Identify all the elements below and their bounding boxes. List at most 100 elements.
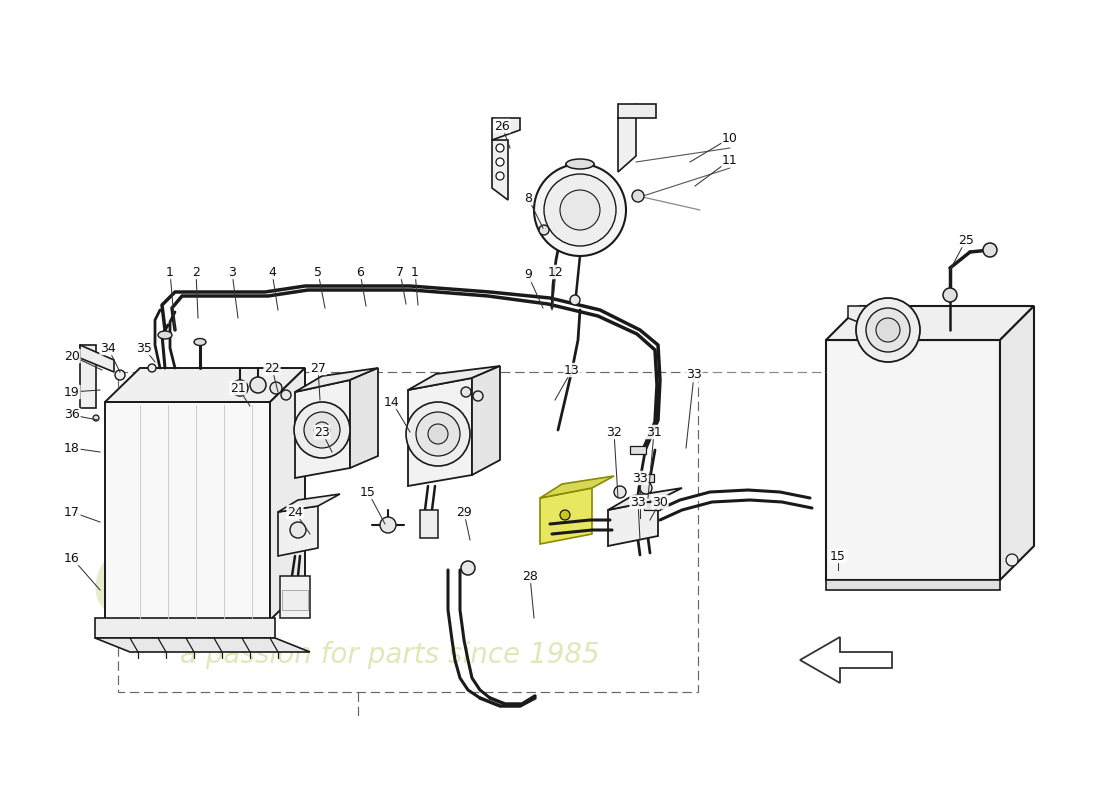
Text: 7: 7 <box>396 266 404 278</box>
Polygon shape <box>848 306 878 322</box>
Text: 1: 1 <box>411 266 419 278</box>
Circle shape <box>314 422 330 438</box>
Circle shape <box>539 225 549 235</box>
Polygon shape <box>540 476 614 498</box>
Circle shape <box>304 412 340 448</box>
Circle shape <box>428 424 448 444</box>
Text: a passion for parts since 1985: a passion for parts since 1985 <box>180 641 600 669</box>
Polygon shape <box>80 345 96 408</box>
Circle shape <box>416 412 460 456</box>
Text: 17: 17 <box>64 506 80 518</box>
Text: 22: 22 <box>264 362 279 374</box>
Circle shape <box>461 561 475 575</box>
Circle shape <box>148 364 156 372</box>
Polygon shape <box>540 488 592 544</box>
Circle shape <box>290 522 306 538</box>
Text: 8: 8 <box>524 191 532 205</box>
Text: 25: 25 <box>958 234 974 246</box>
Polygon shape <box>104 368 305 402</box>
Circle shape <box>473 391 483 401</box>
Text: 9: 9 <box>524 269 532 282</box>
Circle shape <box>1006 554 1018 566</box>
Bar <box>638 474 654 482</box>
Polygon shape <box>608 488 682 510</box>
Text: 15: 15 <box>360 486 376 498</box>
Polygon shape <box>1000 306 1034 580</box>
Circle shape <box>856 298 920 362</box>
Polygon shape <box>295 368 378 392</box>
Polygon shape <box>95 618 275 638</box>
Text: 26: 26 <box>494 119 510 133</box>
Text: 33: 33 <box>686 369 702 382</box>
Polygon shape <box>492 118 520 140</box>
Bar <box>420 510 438 538</box>
Polygon shape <box>278 506 318 556</box>
Bar <box>280 576 310 618</box>
Circle shape <box>94 415 99 421</box>
Text: 36: 36 <box>64 409 80 422</box>
Text: 5: 5 <box>314 266 322 278</box>
Text: 31: 31 <box>646 426 662 438</box>
Polygon shape <box>800 637 892 683</box>
Circle shape <box>406 402 470 466</box>
Text: 10: 10 <box>722 131 738 145</box>
Circle shape <box>544 174 616 246</box>
Polygon shape <box>826 306 1034 340</box>
Polygon shape <box>618 104 636 172</box>
Circle shape <box>614 486 626 498</box>
Polygon shape <box>408 366 501 390</box>
Circle shape <box>496 172 504 180</box>
Polygon shape <box>104 402 270 620</box>
Text: 12: 12 <box>548 266 564 278</box>
Text: 1: 1 <box>166 266 174 278</box>
Text: 33: 33 <box>630 495 646 509</box>
Circle shape <box>379 517 396 533</box>
Polygon shape <box>95 638 310 652</box>
Text: 27: 27 <box>310 362 326 374</box>
Ellipse shape <box>194 338 206 346</box>
Bar <box>118 372 699 692</box>
Text: eu: eu <box>90 519 264 641</box>
Text: 18: 18 <box>64 442 80 454</box>
Text: 30: 30 <box>652 495 668 509</box>
Circle shape <box>496 144 504 152</box>
Text: 15: 15 <box>830 550 846 562</box>
Polygon shape <box>472 366 500 475</box>
Circle shape <box>116 370 125 380</box>
Circle shape <box>983 243 997 257</box>
Text: 21: 21 <box>230 382 246 394</box>
Circle shape <box>560 510 570 520</box>
Text: 29: 29 <box>456 506 472 518</box>
Polygon shape <box>295 380 350 478</box>
Circle shape <box>280 390 292 400</box>
Text: 11: 11 <box>722 154 738 166</box>
Circle shape <box>534 164 626 256</box>
Bar <box>644 502 660 510</box>
Circle shape <box>270 382 282 394</box>
Text: 24: 24 <box>287 506 303 518</box>
Text: 34: 34 <box>100 342 116 354</box>
Circle shape <box>640 482 652 494</box>
Polygon shape <box>826 580 1000 590</box>
Circle shape <box>570 295 580 305</box>
Text: 33: 33 <box>632 471 648 485</box>
Text: 3: 3 <box>228 266 235 278</box>
Polygon shape <box>618 104 656 118</box>
Text: 28: 28 <box>522 570 538 582</box>
Polygon shape <box>80 345 114 372</box>
Circle shape <box>496 158 504 166</box>
Bar <box>630 446 646 454</box>
Polygon shape <box>826 340 1000 580</box>
Text: 14: 14 <box>384 395 400 409</box>
Text: 23: 23 <box>315 426 330 438</box>
Text: 4: 4 <box>268 266 276 278</box>
Polygon shape <box>278 494 340 512</box>
Circle shape <box>461 387 471 397</box>
Ellipse shape <box>158 331 172 339</box>
Text: 20: 20 <box>64 350 80 362</box>
Polygon shape <box>350 368 378 468</box>
Circle shape <box>232 380 248 396</box>
Bar <box>282 590 308 610</box>
Polygon shape <box>270 368 305 620</box>
Text: 16: 16 <box>64 551 80 565</box>
